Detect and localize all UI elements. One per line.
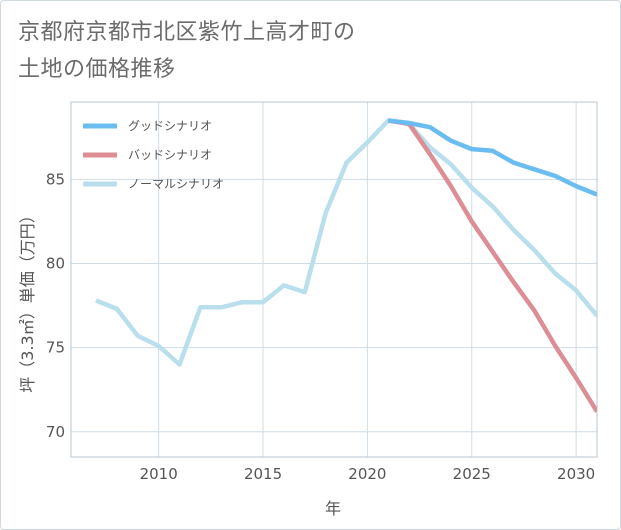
y-tick-label: 70 (46, 423, 65, 441)
legend-label: ノーマルシナリオ (128, 177, 224, 191)
y-tick-label: 85 (46, 170, 65, 188)
series-line-1 (387, 118, 597, 413)
legend-label: グッドシナリオ (128, 119, 212, 133)
x-tick-label: 2030 (557, 465, 595, 483)
series-line-2 (95, 118, 597, 367)
x-axis-title: 年 (325, 499, 341, 518)
tick-labels: 2010 2015 2020 2025 2030 70 75 80 85 (46, 170, 595, 483)
chart-title: 京都府京都市北区紫竹上高才町の 土地の価格推移 (18, 20, 356, 82)
series-line-0 (388, 118, 597, 197)
x-tick-label: 2015 (244, 465, 282, 483)
y-tick-label: 75 (46, 339, 65, 357)
plot-border (70, 101, 598, 458)
y-tick-label: 80 (46, 255, 65, 273)
y-axis-title: 坪（3.3㎡）単価（万円） (18, 207, 37, 392)
axes (70, 101, 598, 458)
x-tick-label: 2025 (453, 465, 491, 483)
x-tick-label: 2020 (348, 465, 386, 483)
x-tick-label: 2010 (140, 465, 178, 483)
legend-label: バッドシナリオ (128, 148, 212, 162)
series-lines (95, 118, 597, 413)
